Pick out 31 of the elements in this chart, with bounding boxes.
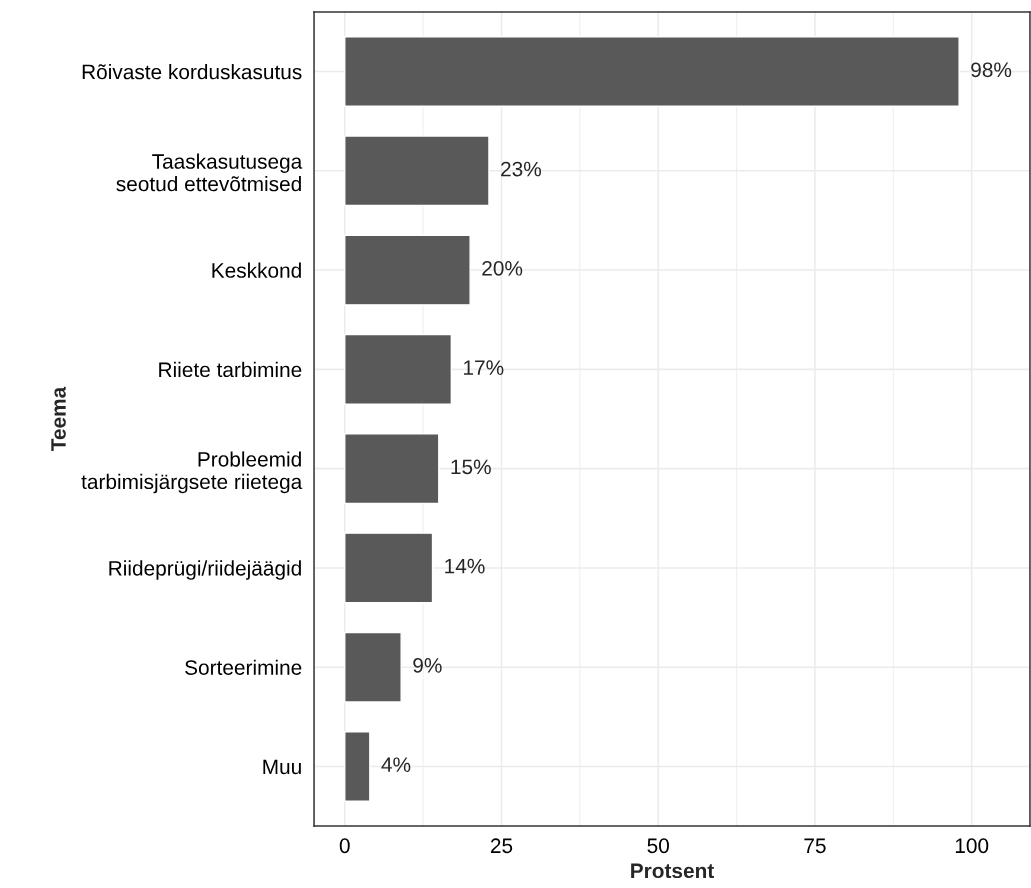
bar — [344, 36, 960, 107]
bar — [344, 135, 490, 207]
bar — [344, 234, 471, 306]
x-tick-label: 0 — [339, 838, 350, 854]
y-tick-label: Probleemid tarbimisjärgsete riietega — [81, 451, 303, 494]
data-label: 98% — [971, 62, 1012, 78]
y-tick-label: Riiete tarbimine — [159, 361, 302, 378]
x-tick-label: 50 — [647, 838, 669, 854]
bar — [344, 532, 434, 604]
data-label: 17% — [464, 360, 504, 375]
data-label: 9% — [413, 658, 442, 673]
y-tick-label: Taaskasutusega seotud ettevõtmised — [116, 153, 303, 192]
bar — [344, 333, 453, 405]
bar — [344, 433, 440, 505]
y-tick-label: Keskkond — [212, 262, 301, 278]
data-label: 4% — [381, 757, 411, 772]
x-tick-label: 75 — [804, 838, 826, 854]
y-axis-title: Teema — [51, 386, 66, 451]
x-axis-title: Protsent — [631, 863, 714, 879]
bar — [344, 731, 371, 802]
x-tick-label: 25 — [490, 838, 513, 854]
data-label: 23% — [501, 161, 542, 177]
y-tick-label: Muu — [263, 759, 301, 775]
y-tick-label: Rõivaste korduskasutus — [82, 64, 302, 80]
y-tick-label: Sorteerimine — [185, 659, 302, 675]
bar — [344, 631, 402, 703]
data-label: 15% — [451, 459, 491, 475]
y-tick-label: Riideprügi/riidejäägid — [109, 560, 301, 580]
x-tick-label: 100 — [955, 838, 989, 854]
data-label: 20% — [482, 260, 523, 276]
data-label: 14% — [445, 558, 485, 574]
